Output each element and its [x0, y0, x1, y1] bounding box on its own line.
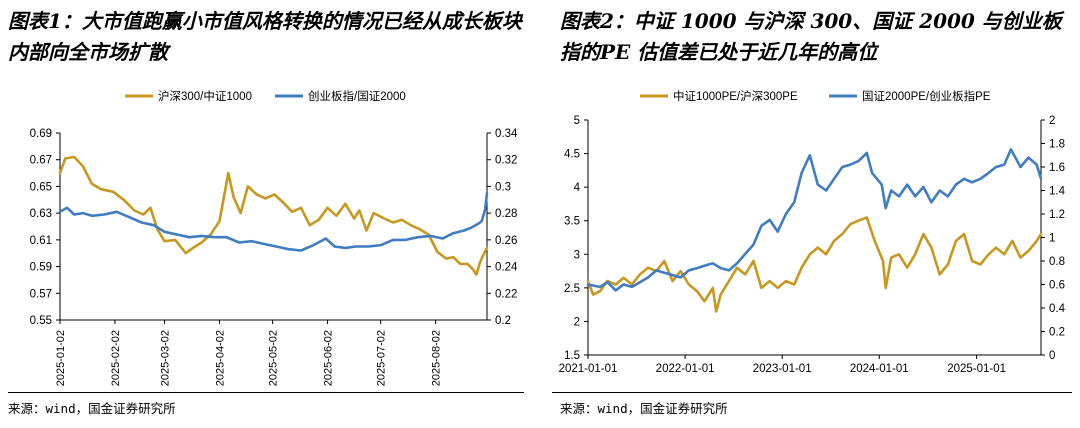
x-tick-label: 2025-03-02: [160, 330, 172, 386]
y-tick-label-left: 3.5: [564, 216, 580, 228]
divider: [8, 392, 524, 393]
chart-panel-right: 图表2：中证 1000 与沪深 300、国证 2000 与创业板指的PE 估值差…: [552, 0, 1080, 428]
y-tick-label-right: 0.22: [495, 288, 517, 300]
x-tick-label: 2025-06-02: [323, 330, 335, 386]
y-tick-label-left: 0.67: [30, 155, 52, 167]
y-tick-label-right: 1.6: [1049, 162, 1065, 174]
y-tick-label-right: 0.2: [495, 315, 511, 327]
y-tick-label-left: 2.5: [564, 283, 580, 295]
y-tick-label-right: 0.3: [495, 181, 511, 193]
y-tick-label-right: 0.8: [1049, 256, 1065, 268]
series-line: [586, 216, 1043, 313]
y-tick-label-left: 4: [574, 182, 581, 194]
y-tick-label-right: 1.4: [1049, 186, 1066, 198]
y-tick-label-right: 0.2: [1049, 327, 1065, 339]
y-tick-label-right: 0.4: [1049, 303, 1066, 315]
y-tick-label-right: 0.6: [1049, 280, 1065, 292]
y-tick-label-right: 0.24: [495, 262, 518, 274]
series-line: [586, 148, 1043, 292]
chart-title: 图表1：大市值跑赢小市值风格转换的情况已经从成长板块内部向全市场扩散: [8, 9, 522, 64]
legend-label: 国证2000PE/创业板指PE: [862, 89, 991, 103]
x-tick-label: 2025-01-01: [947, 363, 1006, 375]
y-tick-label-left: 0.61: [30, 235, 52, 247]
y-tick-label-left: 0.57: [30, 288, 52, 300]
y-tick-label-left: 5: [574, 115, 580, 127]
legend-label: 创业板指/国证2000: [308, 89, 406, 103]
y-tick-label-right: 2: [1049, 115, 1055, 127]
x-tick-label: 2024-01-01: [850, 363, 909, 375]
y-tick-label-left: 4.5: [564, 149, 580, 161]
y-tick-label-left: 0.63: [30, 208, 52, 220]
series-line: [58, 155, 489, 276]
y-tick-label-right: 0.34: [495, 128, 518, 140]
y-tick-label-left: 2: [574, 316, 580, 328]
y-tick-label-right: 1.2: [1049, 209, 1065, 221]
line-chart-size-ratio: 0.55 0.57 0.59 0.61 0.63 0.65 0.67 0.69 0.2 0.22 0…: [30, 89, 518, 386]
x-tick-label: 2025-04-02: [214, 330, 226, 386]
y-tick-label-left: 3: [574, 249, 580, 261]
y-tick-label-right: 0.26: [495, 235, 517, 247]
y-tick-label-left: 0.59: [30, 262, 52, 274]
x-tick-label: 2025-07-02: [376, 330, 388, 386]
x-tick-label: 2025-05-02: [268, 330, 280, 386]
y-tick-label-left: 0.65: [30, 181, 52, 193]
source-note: 来源：wind，国金证券研究所: [8, 401, 176, 416]
legend-label: 中证1000PE/沪深300PE: [673, 89, 798, 103]
y-tick-label-right: 0.32: [495, 155, 517, 167]
x-tick-label: 2022-01-01: [656, 363, 715, 375]
y-tick-label-left: 0.55: [30, 315, 52, 327]
y-tick-label-left: 0.69: [30, 128, 52, 140]
chart-panel-left: 图表1：大市值跑赢小市值风格转换的情况已经从成长板块内部向全市场扩散 0.55 0…: [8, 9, 524, 416]
y-tick-label-left: 1.5: [564, 350, 580, 362]
x-tick-label: 2023-01-01: [753, 363, 812, 375]
series-line: [58, 191, 489, 252]
divider: [552, 392, 1072, 393]
x-tick-label: 2025-08-02: [431, 330, 443, 386]
line-chart-pe-spread: 1.5 2 2.5 3 3.5 4 4.5 5 0 0.2 0.4 0.6 0.8 1 1.2 1.4 1.6 1…: [559, 89, 1066, 375]
legend-label: 沪深300/中证1000: [158, 89, 252, 103]
x-tick-label: 2021-01-01: [559, 363, 618, 375]
y-tick-label-right: 1: [1049, 233, 1055, 245]
y-tick-label-right: 0: [1049, 350, 1055, 362]
y-tick-label-right: 0.28: [495, 208, 517, 220]
x-tick-label: 2025-02-02: [110, 330, 122, 386]
source-note: 来源：wind，国金证券研究所: [560, 401, 728, 416]
x-tick-label: 2025-01-02: [55, 330, 67, 386]
chart-title: 图表2：中证 1000 与沪深 300、国证 2000 与创业板指的PE 估值差…: [560, 9, 1062, 64]
y-tick-label-right: 1.8: [1049, 139, 1065, 151]
